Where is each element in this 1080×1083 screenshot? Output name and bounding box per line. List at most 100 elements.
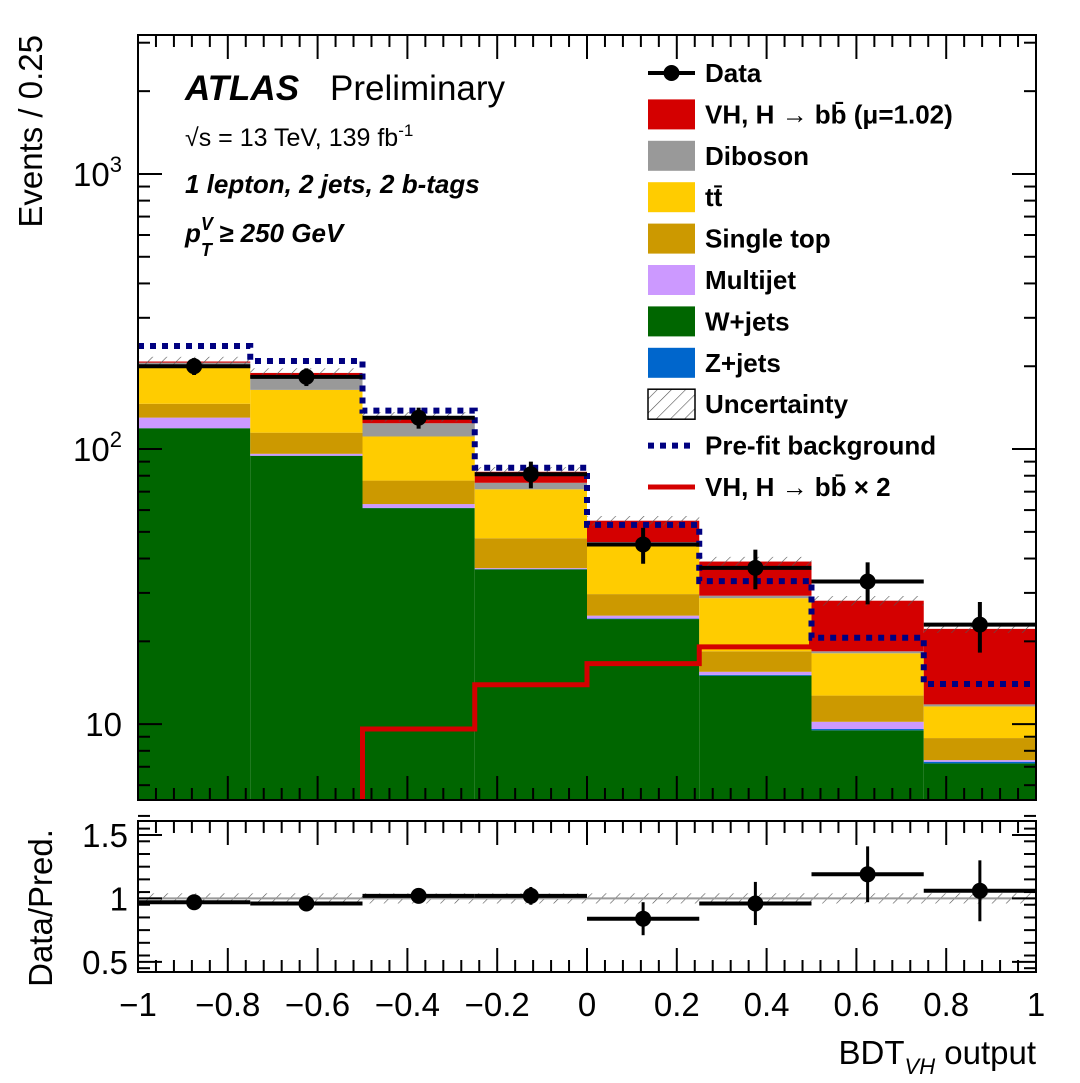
ratio-point — [522, 887, 539, 904]
data-point — [298, 368, 315, 385]
x-tick-label: −0.2 — [465, 986, 530, 1023]
stack-bar-single-top — [699, 651, 812, 672]
stack-bar-multijet — [362, 504, 475, 508]
x-tick-label: 0 — [578, 986, 596, 1023]
data-point — [410, 409, 427, 426]
status-label: Preliminary — [330, 69, 506, 108]
stack-bar-w-jets — [699, 675, 812, 800]
legend-swatch-multijet — [648, 265, 695, 295]
lumi-text: √s = 13 TeV, 139 fb — [185, 124, 398, 152]
legend-data-marker — [663, 65, 680, 81]
legend-label-single-top: Single top — [705, 224, 831, 254]
y-tick-exp: 3 — [110, 152, 122, 177]
pt-cut-label: pV T ≥ 250 GeV — [184, 214, 346, 260]
ratio-point — [859, 866, 876, 883]
main-panel — [138, 342, 1036, 800]
data-point — [522, 466, 539, 483]
data-point — [971, 616, 988, 633]
signal-x2-line — [360, 633, 1036, 800]
y-axis-label: Events / 0.25 — [12, 35, 49, 228]
x-tick-label: 0.4 — [744, 986, 790, 1023]
legend-label-tt: tt̄ — [705, 182, 723, 212]
x-tick-label: 0.8 — [923, 986, 969, 1023]
ratio-panel — [138, 846, 1036, 936]
stack-bar-single-top — [923, 738, 1036, 761]
stack-bar-w-jets — [362, 508, 475, 800]
stack-bar-diboson — [923, 704, 1036, 707]
y-tick-label: 102 — [73, 427, 122, 468]
legend-label-uncertainty: Uncertainty — [705, 389, 849, 419]
legend-swatch-z-jets — [648, 347, 695, 378]
x-tick-label: −0.8 — [195, 986, 260, 1023]
ratio-point — [971, 882, 988, 899]
data-point — [186, 358, 203, 375]
stack-bar-single-top — [587, 594, 700, 616]
stack-bar-tt- — [474, 489, 587, 539]
region-label: 1 lepton, 2 jets, 2 b-tags — [185, 169, 480, 199]
ratio-point — [747, 895, 764, 912]
stack-bar-multijet — [587, 615, 700, 619]
lumi-sup: -1 — [398, 121, 413, 140]
x-tick-label: −0.6 — [285, 986, 350, 1023]
stack-bar-tt- — [362, 436, 475, 481]
x-axis-label: BDTVH output — [839, 1034, 1036, 1079]
stack-bar-multijet — [474, 568, 587, 570]
prefit-background-line — [138, 342, 1036, 687]
legend-label-vh-h-bb-1-02: VH, H → bb̄ (μ=1.02) — [705, 99, 953, 129]
y-tick-exp: 2 — [110, 427, 122, 452]
y-tick-label: 10 — [85, 706, 122, 743]
legend-label-w-jets: W+jets — [705, 306, 790, 336]
pt-rest: ≥ 250 GeV — [212, 218, 346, 248]
y-tick-base: 10 — [73, 156, 110, 193]
stack-bar-multijet — [923, 760, 1036, 762]
stack-bar-diboson — [699, 595, 812, 599]
legend-swatch-w-jets — [648, 306, 695, 337]
stack-bar-w-jets — [811, 730, 924, 800]
ratio-point — [298, 895, 315, 912]
legend-swatch-uncertainty — [647, 388, 696, 420]
pt-sup: V — [201, 214, 215, 234]
x-tick-label: 0.2 — [654, 986, 700, 1023]
stack-bar-diboson — [362, 423, 475, 437]
stack-bar-single-top — [250, 432, 363, 454]
lumi-label: √s = 13 TeV, 139 fb-1 — [185, 121, 413, 152]
ratio-y-axis-label: Data/Pred. — [22, 829, 59, 987]
stack-bar-z-jets — [923, 761, 1036, 764]
legend-label-multijet: Multijet — [705, 265, 796, 295]
stack-bar-single-top — [474, 538, 587, 569]
stack-bar-w-jets — [250, 455, 363, 800]
x-tick-label: 1 — [1027, 986, 1045, 1023]
x-label-main: BDT — [839, 1034, 905, 1071]
pt-p: p — [184, 218, 201, 248]
stack-bar-multijet — [699, 671, 812, 675]
stack-bar-tt- — [699, 598, 812, 652]
stack-bar-single-top — [811, 695, 924, 722]
data-point — [747, 559, 764, 576]
legend-label-data: Data — [705, 58, 762, 88]
legend-swatch-diboson — [648, 140, 695, 171]
stack-bar-multijet — [250, 453, 363, 456]
legend-swatch-vh-h-bb-1-02 — [648, 99, 695, 130]
legend-label-z-jets: Z+jets — [705, 348, 781, 378]
y-tick-label: 103 — [73, 152, 122, 193]
y-tick-base: 10 — [85, 706, 122, 743]
stack-bar-single-top — [362, 480, 475, 505]
stack-bar-multijet — [811, 721, 924, 730]
ratio-point — [410, 887, 427, 904]
pt-sub: T — [201, 240, 214, 260]
uncertainty-band — [587, 516, 700, 526]
stack-bar-tt- — [811, 653, 924, 696]
stack-bar-w-jets — [138, 428, 251, 800]
legend-swatch-tt — [648, 182, 695, 213]
ratio-tick-label: 1 — [110, 880, 128, 917]
experiment-label: ATLAS — [184, 69, 299, 108]
stack-bar-single-top — [138, 403, 251, 418]
y-tick-base: 10 — [73, 431, 110, 468]
legend-label-diboson: Diboson — [705, 141, 809, 171]
legend-label-vh-h-bb-2: VH, H → bb̄ × 2 — [705, 472, 891, 502]
stack-bar-tt- — [923, 706, 1036, 739]
ratio-tick-label: 1.5 — [82, 817, 128, 854]
legend-swatch-single-top — [648, 223, 695, 254]
ratio-point — [186, 894, 203, 911]
x-label-rest: output — [935, 1034, 1036, 1071]
